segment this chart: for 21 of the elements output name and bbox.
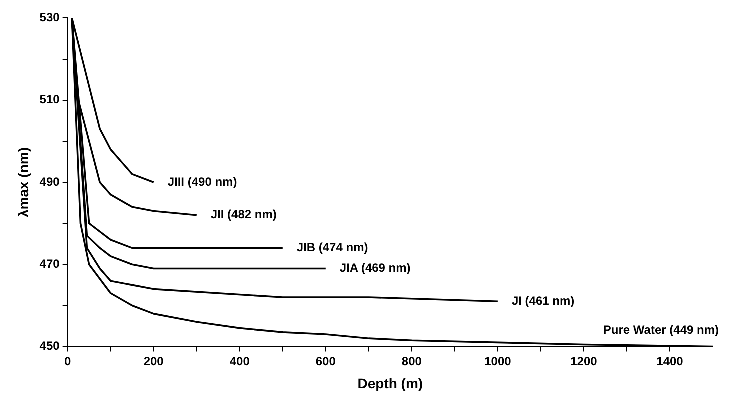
x-axis-title: Depth (m)	[358, 375, 424, 392]
y-tick-label: 450	[40, 339, 60, 354]
x-tick-label: 600	[316, 354, 336, 368]
series-label: JI (461 nm)	[512, 294, 575, 308]
series-label: JIII (490 nm)	[168, 174, 238, 189]
x-tick-label: 200	[144, 354, 164, 368]
series-label: JIB (474 nm)	[296, 240, 368, 255]
y-tick-label: 510	[40, 92, 60, 107]
x-tick-label: 1400	[656, 354, 684, 368]
x-tick-label: 1000	[484, 354, 512, 368]
x-tick-label: 1200	[570, 354, 598, 368]
y-tick-label: 490	[40, 174, 60, 189]
series-label: JIA (469 nm)	[340, 261, 411, 276]
series-label: JII (482 nm)	[210, 208, 277, 222]
x-tick-label: 800	[402, 354, 422, 368]
y-tick-label: 470	[40, 256, 60, 271]
y-tick-label: 530	[40, 10, 60, 25]
y-axis-title: λmax (nm)	[15, 147, 32, 218]
series-label: Pure Water (449 nm)	[603, 323, 719, 338]
x-tick-label: 0	[64, 354, 72, 368]
x-tick-label: 400	[230, 354, 250, 368]
